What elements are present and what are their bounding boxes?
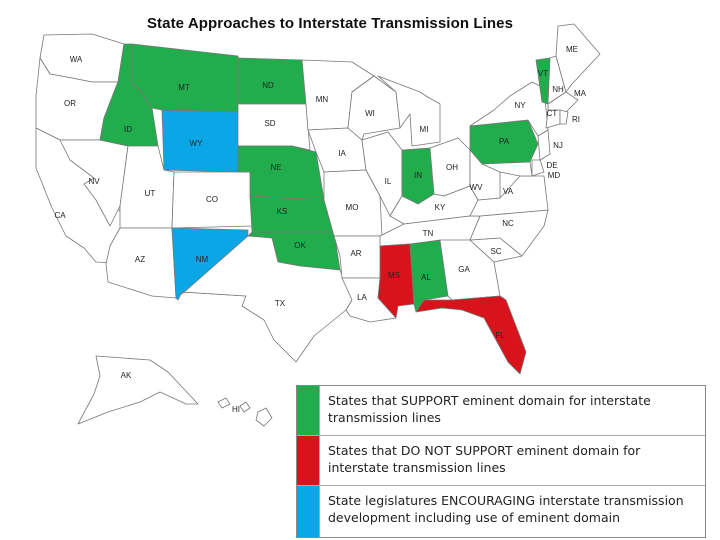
state-label-nv: NV bbox=[88, 177, 100, 186]
state-label-ca: CA bbox=[54, 211, 66, 220]
state-label-ky: KY bbox=[435, 203, 446, 212]
state-label-md: MD bbox=[548, 171, 561, 180]
state-label-ne: NE bbox=[270, 163, 281, 172]
state-label-az: AZ bbox=[135, 255, 145, 264]
state-label-co: CO bbox=[206, 195, 218, 204]
state-ak bbox=[77, 355, 199, 425]
legend: States that SUPPORT eminent domain for i… bbox=[296, 385, 706, 538]
state-label-ma: MA bbox=[574, 89, 587, 98]
state-label-wv: WV bbox=[470, 183, 484, 192]
state-wi bbox=[347, 75, 401, 141]
state-hi bbox=[239, 401, 251, 413]
state-label-ar: AR bbox=[350, 249, 361, 258]
state-label-al: AL bbox=[421, 273, 431, 282]
state-label-hi: HI bbox=[232, 405, 240, 414]
state-label-in: IN bbox=[414, 171, 422, 180]
state-nj bbox=[537, 129, 551, 161]
state-label-tx: TX bbox=[275, 299, 286, 308]
state-mt bbox=[131, 43, 239, 113]
legend-text-encourage: State legislatures ENCOURAGING interstat… bbox=[328, 493, 684, 525]
state-label-nc: NC bbox=[502, 219, 514, 228]
states-layer bbox=[35, 23, 601, 427]
state-label-fl: FL bbox=[495, 331, 505, 340]
state-label-mt: MT bbox=[178, 83, 190, 92]
state-label-nm: NM bbox=[196, 255, 209, 264]
state-label-va: VA bbox=[503, 187, 514, 196]
legend-swatch-support bbox=[297, 386, 320, 435]
state-label-il: IL bbox=[385, 177, 392, 186]
state-label-mo: MO bbox=[346, 203, 359, 212]
labels-layer: WA OR CA NV ID MT WY UT AZ CO NM ND SD NE KS OK TX MN IA MO… bbox=[54, 45, 586, 414]
state-label-id: ID bbox=[124, 125, 132, 134]
state-ks bbox=[249, 195, 335, 233]
state-label-sd: SD bbox=[264, 119, 275, 128]
state-md bbox=[481, 161, 533, 177]
legend-row-support: States that SUPPORT eminent domain for i… bbox=[297, 386, 705, 436]
legend-swatch-encourage bbox=[297, 486, 320, 537]
state-label-ak: AK bbox=[121, 371, 132, 380]
state-label-tn: TN bbox=[423, 229, 434, 238]
state-label-oh: OH bbox=[446, 163, 458, 172]
state-label-nh: NH bbox=[552, 85, 564, 94]
legend-swatch-oppose bbox=[297, 436, 320, 485]
state-label-nj: NJ bbox=[553, 141, 563, 150]
state-label-sc: SC bbox=[490, 247, 501, 256]
state-label-ct: CT bbox=[547, 109, 558, 118]
state-label-ga: GA bbox=[458, 265, 470, 274]
state-label-de: DE bbox=[546, 161, 557, 170]
state-label-mi: MI bbox=[420, 125, 429, 134]
state-label-or: OR bbox=[64, 99, 76, 108]
state-fl bbox=[415, 295, 527, 375]
state-de bbox=[531, 159, 545, 177]
state-label-ny: NY bbox=[514, 101, 526, 110]
state-label-me: ME bbox=[566, 45, 578, 54]
state-ma bbox=[547, 91, 579, 113]
legend-row-encourage: State legislatures ENCOURAGING interstat… bbox=[297, 486, 705, 537]
legend-text-oppose: States that DO NOT SUPPORT eminent domai… bbox=[328, 443, 641, 475]
map-title: State Approaches to Interstate Transmiss… bbox=[146, 15, 514, 32]
state-label-ms: MS bbox=[388, 271, 400, 280]
state-hi bbox=[255, 407, 273, 427]
state-hi bbox=[217, 397, 231, 409]
state-label-ia: IA bbox=[338, 149, 346, 158]
state-label-ut: UT bbox=[145, 189, 156, 198]
state-label-pa: PA bbox=[499, 137, 510, 146]
state-label-vt: VT bbox=[538, 69, 548, 78]
state-label-la: LA bbox=[357, 293, 367, 302]
state-label-wy: WY bbox=[190, 139, 204, 148]
legend-row-oppose: States that DO NOT SUPPORT eminent domai… bbox=[297, 436, 705, 486]
state-label-wa: WA bbox=[70, 55, 83, 64]
state-label-ks: KS bbox=[277, 207, 288, 216]
legend-text-support: States that SUPPORT eminent domain for i… bbox=[328, 393, 651, 425]
state-tx bbox=[181, 235, 353, 363]
state-label-ok: OK bbox=[294, 241, 306, 250]
state-label-mn: MN bbox=[316, 95, 329, 104]
state-ne bbox=[237, 145, 325, 201]
state-ri bbox=[559, 109, 569, 125]
state-mi bbox=[377, 75, 441, 147]
state-label-nd: ND bbox=[262, 81, 274, 90]
state-label-wi: WI bbox=[365, 109, 375, 118]
state-label-ri: RI bbox=[572, 115, 580, 124]
